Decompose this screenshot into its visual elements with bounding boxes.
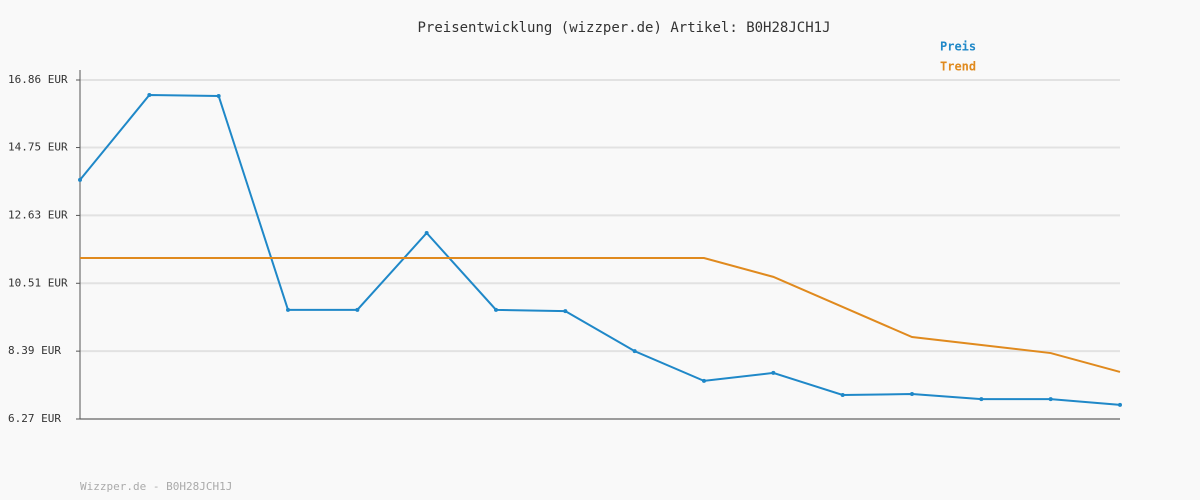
point — [147, 93, 152, 98]
y-tick-label: 10.51 EUR — [8, 276, 68, 289]
point — [1048, 397, 1053, 402]
legend-entry: Preis — [940, 40, 976, 54]
series-line — [79, 94, 1121, 406]
y-tick-label: 6.27 EUR — [8, 412, 61, 425]
point — [424, 231, 429, 236]
y-tick-label: 12.63 EUR — [8, 208, 68, 221]
footer: Wizzper.de - B0H28JCH1J — [80, 480, 232, 493]
point — [840, 392, 845, 397]
point — [216, 94, 221, 99]
point — [563, 309, 568, 314]
point — [632, 349, 637, 354]
point — [1118, 402, 1122, 407]
point — [771, 370, 776, 375]
chart-title: Preisentwicklung (wizzper.de) Artikel: B… — [417, 20, 830, 36]
point — [78, 177, 82, 182]
legend-entry: Trend — [940, 60, 976, 74]
point — [494, 307, 498, 312]
point — [355, 307, 360, 312]
point — [910, 392, 914, 397]
point — [286, 307, 290, 312]
point — [979, 397, 984, 402]
point — [702, 378, 706, 383]
y-tick-label: 8.39 EUR — [8, 344, 61, 357]
y-tick-label: 16.86 EUR — [8, 73, 68, 86]
series-line — [80, 256, 1121, 373]
y-tick-label: 14.75 EUR — [8, 141, 68, 154]
